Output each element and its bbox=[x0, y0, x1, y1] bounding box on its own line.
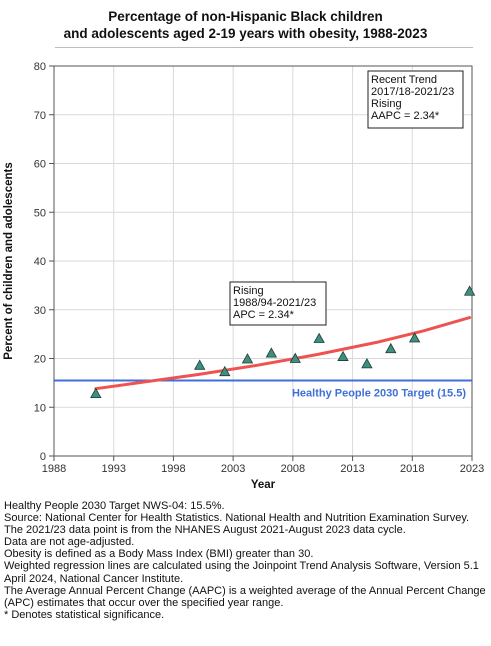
x-tick-label: 2023 bbox=[460, 463, 484, 475]
annotation-line: 2017/18-2021/23 bbox=[371, 86, 454, 98]
x-tick-label: 1988 bbox=[42, 463, 66, 475]
trend-line bbox=[94, 316, 472, 391]
x-tick-label: 2003 bbox=[221, 463, 245, 475]
data-point-marker bbox=[289, 352, 301, 363]
obesity-trend-chart: 0 10 20 30 40 50 60 70 80 1988 1993 1998 2003 2008 201… bbox=[3, 61, 484, 491]
target-label: Healthy People 2030 Target (15.5) bbox=[292, 387, 466, 399]
x-tick-label: 1998 bbox=[161, 463, 185, 475]
annotation-box-frame bbox=[367, 70, 464, 129]
title-divider bbox=[55, 47, 473, 48]
note-line: The 2021/23 data point is from the NHANE… bbox=[4, 524, 406, 537]
note-line: Source: National Center for Health Stati… bbox=[4, 512, 470, 525]
y-tick-label: 70 bbox=[34, 110, 46, 122]
note-line: * Denotes statistical significance. bbox=[4, 608, 165, 621]
y-tick-label: 30 bbox=[34, 305, 46, 317]
data-point-marker bbox=[265, 347, 278, 358]
annotation-box-frame bbox=[229, 281, 327, 326]
y-tick-label: 10 bbox=[34, 402, 46, 414]
data-point-marker bbox=[194, 359, 206, 370]
y-tick-label: 60 bbox=[34, 159, 46, 171]
x-tick-label: 1993 bbox=[101, 463, 125, 475]
annotation-line: Rising bbox=[233, 285, 264, 297]
annotation-line: Rising bbox=[371, 98, 402, 110]
y-tick-label: 50 bbox=[34, 207, 46, 219]
annotation-line: AAPC = 2.34* bbox=[371, 110, 440, 122]
data-point-marker bbox=[219, 365, 231, 377]
note-line: Obesity is defined as a Body Mass Index … bbox=[4, 548, 314, 561]
annotation-line: 1988/94-2021/23 bbox=[233, 297, 316, 309]
chart-notes: Healthy People 2030 Target NWS-04: 15.5%… bbox=[4, 500, 489, 621]
data-point-marker bbox=[90, 387, 102, 399]
data-point-marker bbox=[241, 353, 254, 364]
y-tick-label: 40 bbox=[34, 256, 46, 268]
data-point-marker bbox=[385, 342, 397, 354]
x-axis-title: Year bbox=[251, 479, 276, 491]
y-tick-label: 0 bbox=[40, 451, 46, 463]
x-tick-label: 2013 bbox=[340, 463, 364, 475]
y-tick-label: 20 bbox=[34, 354, 46, 366]
chart-title-line-1: Percentage of non-Hispanic Black childre… bbox=[108, 9, 383, 24]
data-point-marker bbox=[313, 332, 325, 343]
data-point-marker bbox=[408, 332, 421, 343]
chart-title: Percentage of non-Hispanic Black childre… bbox=[0, 8, 491, 42]
note-line: Healthy People 2030 Target NWS-04: 15.5%… bbox=[4, 500, 225, 512]
note-line: Weighted regression lines are calculated… bbox=[4, 560, 479, 585]
data-point-marker bbox=[337, 350, 349, 361]
data-point-marker bbox=[361, 358, 373, 369]
note-line: Data are not age-adjusted. bbox=[4, 536, 135, 549]
x-tick-label: 2018 bbox=[400, 463, 424, 475]
axis-ticks: 0 10 20 30 40 50 60 70 80 1988 1993 1998 2003 2008 201… bbox=[34, 61, 484, 475]
data-markers bbox=[90, 285, 476, 399]
annotation-line: Recent Trend bbox=[371, 74, 437, 86]
x-tick-label: 2008 bbox=[281, 463, 305, 475]
y-tick-label: 80 bbox=[34, 61, 46, 73]
chart-title-line-2: and adolescents aged 2-19 years with obe… bbox=[63, 26, 428, 41]
y-axis-title: Percent of children and adolescents bbox=[3, 162, 15, 359]
note-line: The Average Annual Percent Change (AAPC)… bbox=[4, 584, 486, 609]
annotation-line: APC = 2.34* bbox=[233, 309, 295, 321]
data-point-marker bbox=[463, 285, 476, 296]
